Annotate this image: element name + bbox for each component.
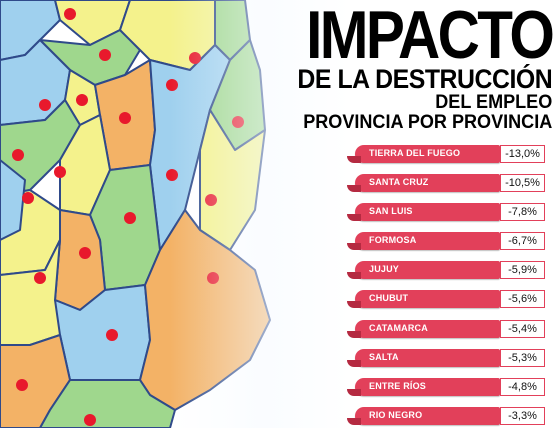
value-box: -7,8% <box>500 203 545 222</box>
province-label-bar: SAN LUIS <box>347 203 500 222</box>
capital-dot <box>79 247 91 259</box>
capital-dot <box>22 192 34 204</box>
ranking-row: CATAMARCA -5,4% <box>345 316 555 345</box>
capital-dot <box>189 52 201 64</box>
province-label-bar: JUJUY <box>347 261 500 280</box>
capital-dot <box>16 379 28 391</box>
value-box: -10,5% <box>500 174 545 193</box>
province-name: SAN LUIS <box>369 206 413 217</box>
province-value: -5,4% <box>508 322 537 335</box>
capital-dot <box>34 272 46 284</box>
capital-dot <box>205 194 217 206</box>
headline-line-2: DE LA DESTRUCCIÓN <box>297 64 552 94</box>
value-box: -5,3% <box>500 348 545 367</box>
capital-dot <box>232 116 244 128</box>
province-value: -13,0% <box>505 148 540 160</box>
province-label-bar: CHUBUT <box>347 290 500 309</box>
capital-dot <box>39 99 51 111</box>
capital-dot <box>54 166 66 178</box>
capital-dot <box>99 49 111 61</box>
capital-dot <box>64 8 76 20</box>
province-label-bar: ENTRE RÍOS <box>347 377 500 396</box>
value-box: -13,0% <box>500 145 545 163</box>
province-name: TIERRA DEL FUEGO <box>369 148 461 158</box>
capital-dot <box>166 169 178 181</box>
ranking-row: SANTA CRUZ -10,5% <box>345 170 555 199</box>
capital-dot <box>106 329 118 341</box>
province-value: -5,6% <box>508 293 537 306</box>
value-box: -4,8% <box>500 377 545 396</box>
province-name: RIO NEGRO <box>369 409 423 420</box>
value-box: -5,6% <box>500 290 545 309</box>
province-name: CHUBUT <box>369 293 409 304</box>
ranking-row: ENTRE RÍOS -4,8% <box>345 374 555 403</box>
value-box: -6,7% <box>500 232 545 251</box>
province-ranking: TIERRA DEL FUEGO -13,0% SANTA CRUZ -10,5% SA… <box>345 141 555 432</box>
map-region <box>0 159 26 241</box>
capital-dot <box>207 272 219 284</box>
capital-dot <box>119 112 131 124</box>
ranking-row: RIO NEGRO -3,3% <box>345 403 555 432</box>
capital-dot <box>166 79 178 91</box>
province-name: FORMOSA <box>369 235 417 246</box>
capital-dot <box>76 94 88 106</box>
province-value: -3,3% <box>508 409 537 422</box>
value-box: -3,3% <box>500 406 545 425</box>
province-value: -7,8% <box>508 206 537 219</box>
headline: IMPACTO DE LA DESTRUCCIÓN DEL EMPLEO PRO… <box>266 0 555 133</box>
capital-dot <box>124 212 136 224</box>
province-name: CATAMARCA <box>369 322 428 333</box>
capital-dot <box>84 414 96 426</box>
ranking-row: JUJUY -5,9% <box>345 257 555 286</box>
province-name: ENTRE RÍOS <box>369 380 427 391</box>
province-label-bar: SANTA CRUZ <box>347 174 500 193</box>
province-label-bar: SALTA <box>347 348 500 367</box>
headline-line-3: DEL EMPLEO <box>434 92 552 113</box>
province-label-bar: FORMOSA <box>347 232 500 251</box>
province-name: JUJUY <box>369 264 400 275</box>
province-value: -10,5% <box>505 177 540 190</box>
province-name: SANTA CRUZ <box>369 177 429 188</box>
province-value: -5,9% <box>508 264 537 277</box>
ranking-row: SAN LUIS -7,8% <box>345 199 555 228</box>
province-label-bar: CATAMARCA <box>347 319 500 338</box>
province-label-bar: RIO NEGRO <box>347 406 500 425</box>
ranking-row: FORMOSA -6,7% <box>345 228 555 257</box>
province-value: -6,7% <box>508 235 537 248</box>
capital-dot <box>12 149 24 161</box>
headline-line-4: PROVINCIA POR PROVINCIA <box>302 112 552 133</box>
ranking-row: SALTA -5,3% <box>345 345 555 374</box>
headline-line-1: IMPACTO <box>305 0 555 73</box>
ranking-row: TIERRA DEL FUEGO -13,0% <box>345 141 555 170</box>
province-value: -5,3% <box>508 351 537 364</box>
province-value: -4,8% <box>508 380 537 393</box>
province-label-bar: TIERRA DEL FUEGO <box>347 145 500 163</box>
value-box: -5,4% <box>500 319 545 338</box>
province-name: SALTA <box>369 351 399 362</box>
ranking-row: CHUBUT -5,6% <box>345 286 555 315</box>
value-box: -5,9% <box>500 261 545 280</box>
